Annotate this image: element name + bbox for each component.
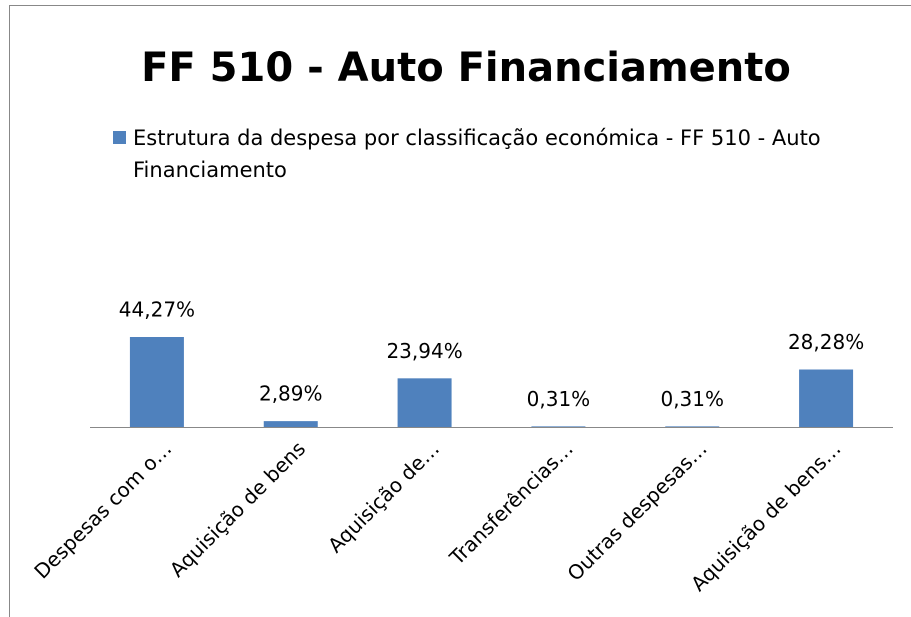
bar xyxy=(129,337,184,427)
x-tick-label: Despesas com o… xyxy=(29,436,176,583)
x-tick-label: Aquisição de bens… xyxy=(686,436,845,595)
data-label: 0,31% xyxy=(527,387,591,411)
x-tick-label: Transferências… xyxy=(444,436,578,570)
legend-label: Estrutura da despesa por classificação e… xyxy=(133,126,821,182)
data-label: 2,89% xyxy=(259,382,323,406)
bar xyxy=(263,421,318,427)
bar xyxy=(799,369,854,427)
data-label: 28,28% xyxy=(788,330,864,354)
x-tick-label: Aquisição de bens xyxy=(165,436,310,581)
bar xyxy=(665,426,720,427)
chart-title: FF 510 - Auto Financiamento xyxy=(141,45,791,91)
legend-key xyxy=(113,131,126,144)
x-tick-label: Aquisição de… xyxy=(323,436,444,557)
x-tick-label: Outras despesas… xyxy=(562,436,711,585)
bar xyxy=(531,426,586,427)
legend: Estrutura da despesa por classificação e… xyxy=(113,122,843,186)
data-label: 23,94% xyxy=(386,339,462,363)
data-label: 0,31% xyxy=(660,387,724,411)
data-label: 44,27% xyxy=(119,298,195,322)
bar xyxy=(397,378,452,427)
